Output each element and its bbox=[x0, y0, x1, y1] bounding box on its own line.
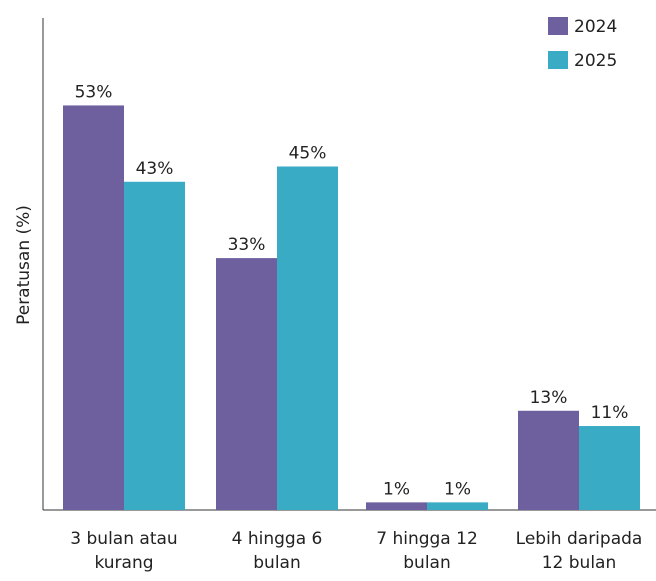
data-label: 1% bbox=[383, 479, 410, 499]
bar bbox=[216, 258, 277, 510]
x-tick-label: 7 hingga 12 bulan bbox=[376, 529, 478, 573]
y-axis-label: Peratusan (%) bbox=[14, 205, 34, 325]
data-label: 45% bbox=[289, 144, 327, 164]
bar bbox=[63, 105, 124, 510]
bar bbox=[518, 410, 579, 510]
bar bbox=[366, 502, 427, 510]
bar bbox=[277, 166, 338, 510]
x-tick-label: Lebih daripada 12 bulan bbox=[515, 529, 643, 573]
data-label: 1% bbox=[444, 479, 471, 499]
legend-label: 2025 bbox=[574, 51, 617, 71]
bar bbox=[124, 181, 185, 510]
x-tick-label: 3 bulan atau kurang bbox=[70, 529, 178, 573]
legend-swatch bbox=[548, 17, 568, 35]
data-label: 33% bbox=[228, 235, 266, 255]
data-label: 53% bbox=[75, 82, 113, 102]
legend-label: 2024 bbox=[574, 17, 617, 37]
x-tick-label: 4 hingga 6 bulan bbox=[231, 529, 323, 573]
bar bbox=[427, 502, 488, 510]
bar bbox=[579, 426, 640, 510]
data-label: 11% bbox=[591, 403, 629, 423]
data-label: 13% bbox=[530, 388, 568, 408]
legend-swatch bbox=[548, 51, 568, 69]
data-label: 43% bbox=[136, 159, 174, 179]
